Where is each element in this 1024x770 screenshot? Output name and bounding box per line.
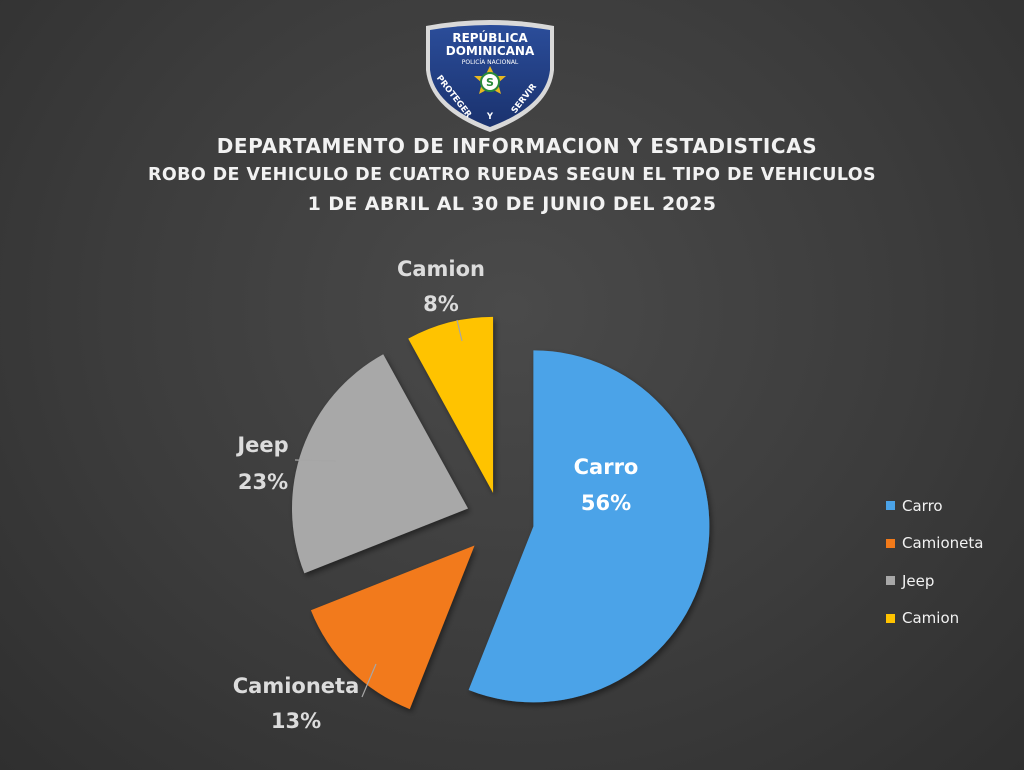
pie-slice-jeep xyxy=(292,354,469,574)
logo-line2: DOMINICANA xyxy=(446,44,535,58)
slice-label-jeep: Jeep xyxy=(235,433,288,457)
logo-sub: POLICÍA NACIONAL xyxy=(462,59,519,66)
legend-item-carro: Carro xyxy=(886,487,983,525)
pie-slice-camioneta xyxy=(310,545,475,710)
leader-line-jeep xyxy=(294,459,337,462)
legend-item-camion: Camion xyxy=(886,600,983,638)
slice-value-camion: 8% xyxy=(423,292,459,316)
svg-text:S: S xyxy=(486,76,494,89)
legend-swatch-carro xyxy=(886,501,895,511)
logo-mid-motto: Y xyxy=(486,112,494,122)
chart-titles: DEPARTAMENTO DE INFORMACION Y ESTADISTIC… xyxy=(0,132,1024,219)
slice-label-camion: Camion xyxy=(397,257,485,281)
leader-line-camioneta xyxy=(361,663,377,698)
legend-label-jeep: Jeep xyxy=(902,571,935,590)
legend-label-carro: Carro xyxy=(902,496,943,515)
policia-nacional-logo: REPÚBLICA DOMINICANA POLICÍA NACIONAL S … xyxy=(426,20,554,132)
legend-label-camioneta: Camioneta xyxy=(902,534,984,553)
legend-item-jeep: Jeep xyxy=(886,562,983,600)
slice-value-jeep: 23% xyxy=(238,470,288,494)
legend-label-camion: Camion xyxy=(902,609,960,628)
badge-star-icon: S xyxy=(474,66,506,94)
logo-line1: REPÚBLICA xyxy=(452,30,528,45)
chart-title: DEPARTAMENTO DE INFORMACION Y ESTADISTIC… xyxy=(216,134,818,158)
legend-swatch-camion xyxy=(886,613,895,623)
chart-subtitle: ROBO DE VEHICULO DE CUATRO RUEDAS SEGUN … xyxy=(147,165,877,185)
legend-swatch-jeep xyxy=(886,576,895,586)
pie-slice-camion xyxy=(408,316,494,493)
slice-label-camioneta: Camioneta xyxy=(233,674,360,698)
pie-slice-carro xyxy=(468,350,710,703)
slice-value-camioneta: 13% xyxy=(271,709,321,733)
chart-period: 1 DE ABRIL AL 30 DE JUNIO DEL 2025 xyxy=(307,193,717,215)
slice-value-carro: 56% xyxy=(581,491,631,515)
chart-legend: Carro Camioneta Jeep Camion xyxy=(886,487,983,637)
legend-swatch-camioneta xyxy=(886,538,895,548)
leader-line-camion xyxy=(456,319,463,342)
legend-item-camioneta: Camioneta xyxy=(886,525,983,563)
slice-label-carro: Carro xyxy=(574,455,639,479)
